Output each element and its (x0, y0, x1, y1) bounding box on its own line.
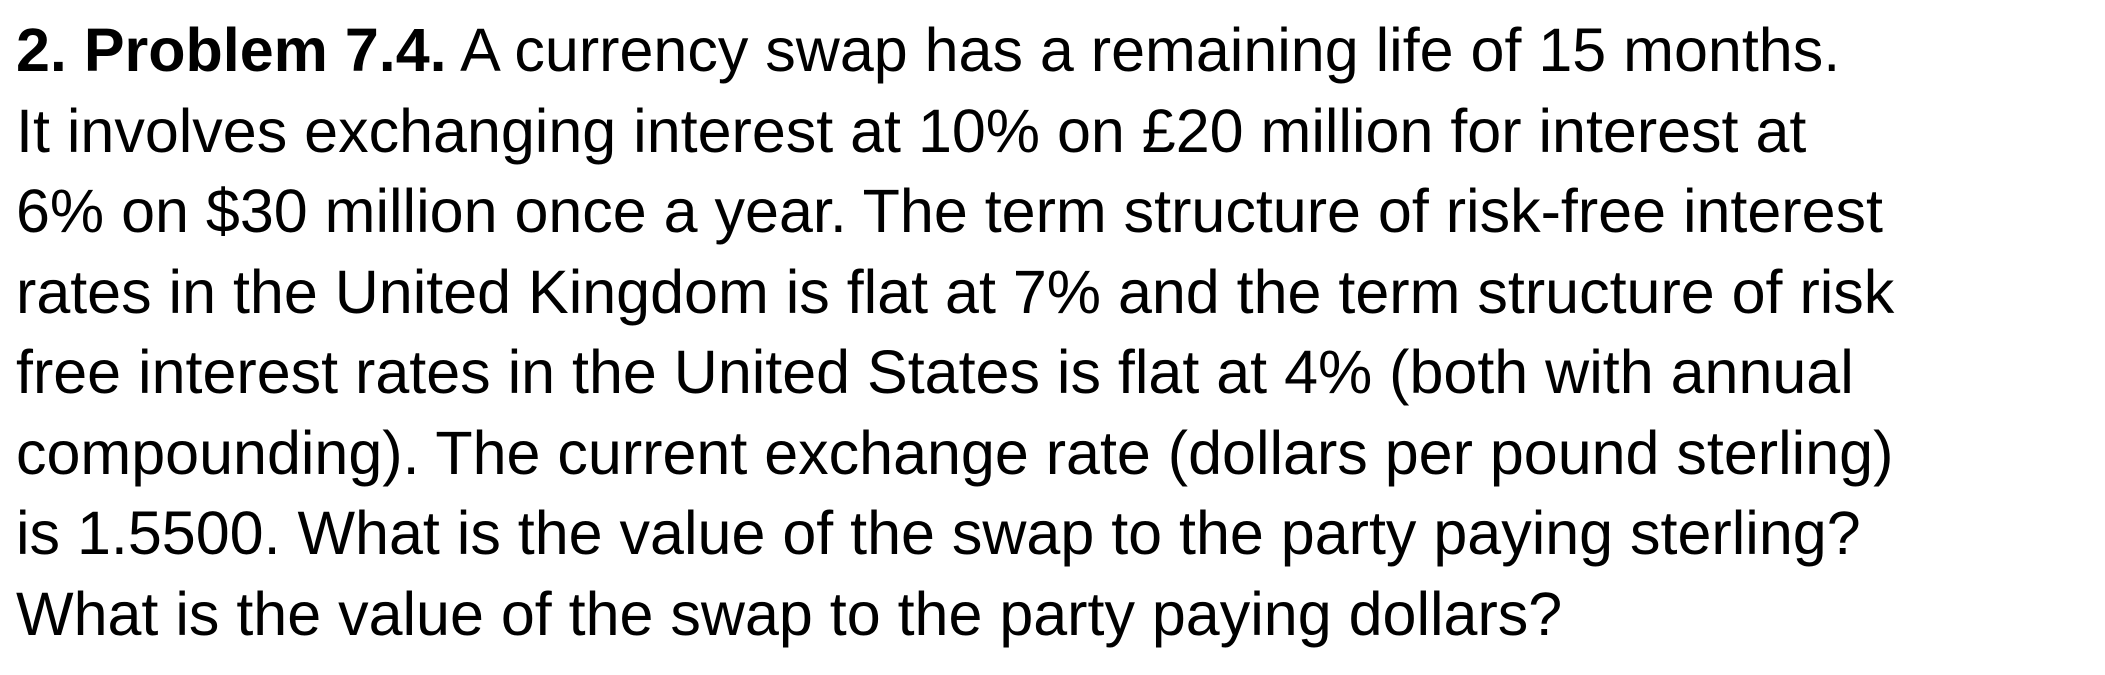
problem-line-8: What is the value of the swap to the par… (16, 579, 1563, 648)
problem-line-1: 2. Problem 7.4. A currency swap has a re… (16, 10, 2096, 91)
problem-line-2: It involves exchanging interest at 10% o… (16, 96, 1807, 165)
problem-line-6: compounding). The current exchange rate … (16, 418, 1894, 487)
problem-heading: 2. Problem 7.4. (16, 16, 447, 84)
problem-line-4: rates in the United Kingdom is flat at 7… (16, 257, 1895, 326)
problem-line-7: is 1.5500. What is the value of the swap… (16, 499, 1861, 567)
problem-line-5: free interest rates in the United States… (16, 338, 1854, 406)
problem-line-1-text: A currency swap has a remaining life of … (446, 16, 1841, 84)
problem-line-3: 6% on $30 million once a year. The term … (16, 177, 1883, 245)
problem-text: 2. Problem 7.4. A currency swap has a re… (16, 10, 2096, 654)
